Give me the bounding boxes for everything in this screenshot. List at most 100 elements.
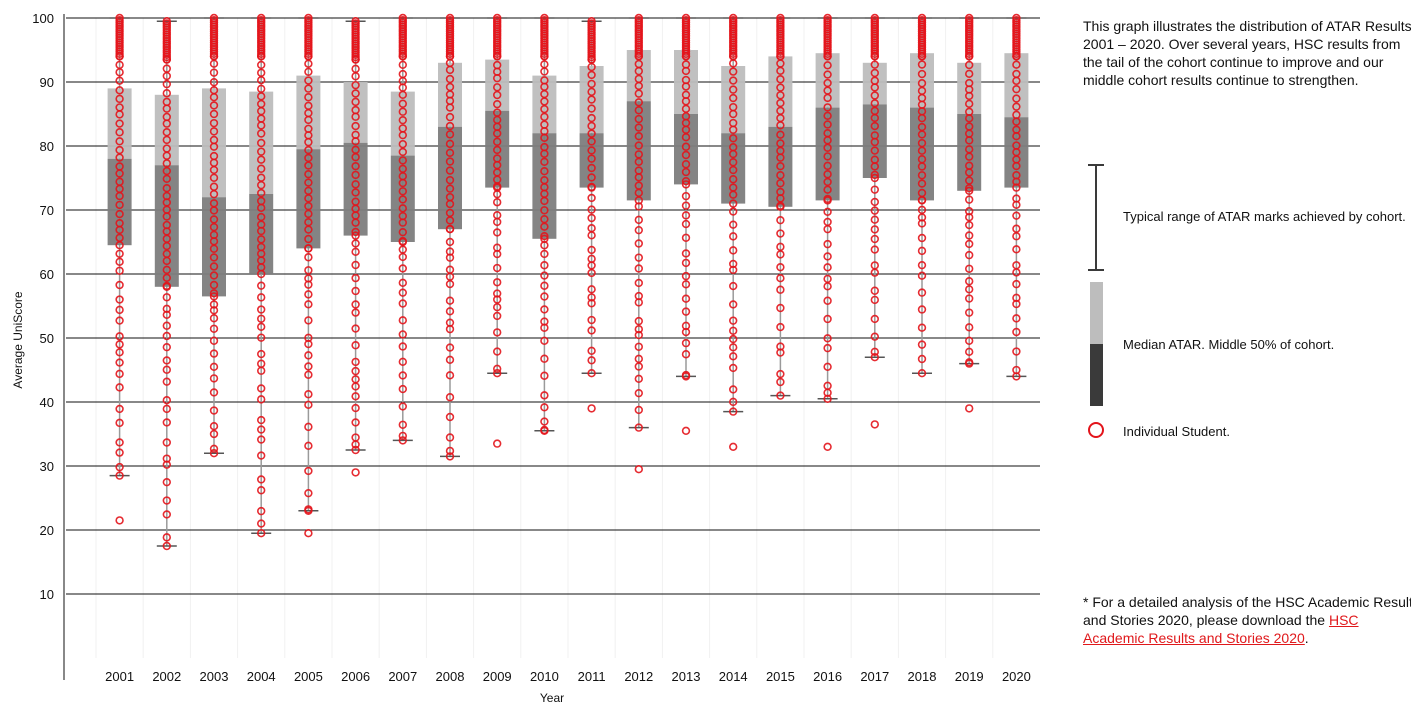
student-point — [398, 227, 407, 237]
student-point — [398, 218, 407, 227]
student-point — [681, 307, 691, 316]
student-point — [823, 143, 832, 152]
student-point — [162, 79, 172, 89]
student-point — [964, 168, 974, 177]
student-point — [776, 91, 785, 100]
student-point — [162, 184, 172, 193]
student-point — [209, 78, 219, 87]
student-point — [1012, 245, 1021, 254]
student-point — [1012, 94, 1021, 103]
y-tick-label-70: 70 — [40, 203, 54, 218]
student-point — [445, 157, 455, 166]
student-point — [1012, 76, 1021, 86]
student-point — [257, 425, 266, 434]
student-point — [964, 152, 974, 161]
chart-description: This graph illustrates the distribution … — [1083, 18, 1411, 88]
student-point — [540, 196, 549, 206]
student-point — [115, 257, 124, 267]
student-legend-icon — [1088, 422, 1104, 438]
student-point — [681, 52, 691, 61]
student-point — [917, 305, 927, 314]
student-point — [823, 152, 832, 161]
student-point — [257, 203, 266, 213]
student-point — [209, 127, 219, 136]
student-point — [681, 180, 691, 189]
student-point — [681, 66, 691, 76]
student-point — [776, 285, 785, 294]
student-point — [634, 342, 643, 351]
student-point — [917, 323, 927, 332]
student-point — [162, 151, 172, 160]
legend-median-label: Median ATAR. Middle 50% of cohort. — [1123, 337, 1335, 352]
student-point — [162, 342, 172, 352]
student-point — [634, 253, 643, 262]
student-point — [540, 371, 549, 380]
student-point — [351, 121, 360, 131]
student-point — [1012, 232, 1021, 241]
student-point — [304, 244, 313, 253]
student-point — [209, 271, 219, 280]
student-point — [776, 130, 785, 139]
student-point — [540, 249, 549, 259]
student-point — [162, 533, 172, 542]
student-point — [257, 164, 266, 173]
student-point — [115, 438, 124, 447]
student-point — [634, 141, 643, 150]
student-point — [964, 213, 974, 222]
student-point — [493, 328, 502, 337]
student-point — [304, 466, 313, 476]
student-point — [823, 252, 832, 261]
student-point — [351, 180, 360, 189]
y-tick-label-10: 10 — [40, 587, 54, 602]
student-point — [209, 306, 219, 315]
student-point — [162, 304, 172, 314]
student-point — [728, 407, 738, 416]
student-point — [964, 347, 974, 357]
student-point — [870, 173, 879, 183]
student-point — [917, 52, 927, 61]
student-point — [823, 296, 832, 305]
student-point — [445, 355, 455, 365]
student-point — [115, 316, 124, 325]
student-point — [115, 191, 124, 201]
student-point — [257, 269, 266, 279]
student-point — [917, 219, 927, 228]
student-point — [728, 300, 738, 309]
student-point — [776, 98, 785, 108]
student-point — [351, 382, 360, 391]
box-upper-2006 — [343, 82, 368, 143]
student-point — [634, 298, 643, 307]
student-point — [445, 343, 455, 352]
student-point — [728, 207, 738, 216]
student-point — [493, 289, 502, 298]
student-point — [964, 136, 974, 145]
report-download-link[interactable]: HSC Academic Results and Stories 2020 — [1083, 612, 1359, 646]
student-point — [681, 176, 691, 186]
student-point — [445, 139, 455, 149]
student-point — [304, 137, 313, 147]
student-point — [681, 191, 691, 201]
student-point — [776, 83, 785, 92]
student-point — [493, 90, 502, 100]
student-point — [304, 59, 313, 68]
student-point — [493, 217, 502, 227]
student-point — [209, 449, 219, 458]
student-point — [964, 220, 974, 230]
student-point — [870, 234, 879, 244]
student-point — [209, 244, 219, 253]
student-point — [209, 68, 219, 77]
student-point — [540, 104, 549, 114]
student-point — [1012, 161, 1021, 171]
student-point — [162, 282, 172, 291]
student-point — [162, 256, 172, 266]
student-point — [257, 281, 266, 290]
student-point — [681, 219, 691, 229]
student-point — [917, 369, 927, 378]
student-point — [681, 294, 691, 303]
student-point — [634, 325, 643, 334]
student-point — [587, 87, 596, 97]
student-point — [398, 316, 407, 325]
student-point — [823, 93, 832, 103]
student-point — [493, 129, 502, 138]
